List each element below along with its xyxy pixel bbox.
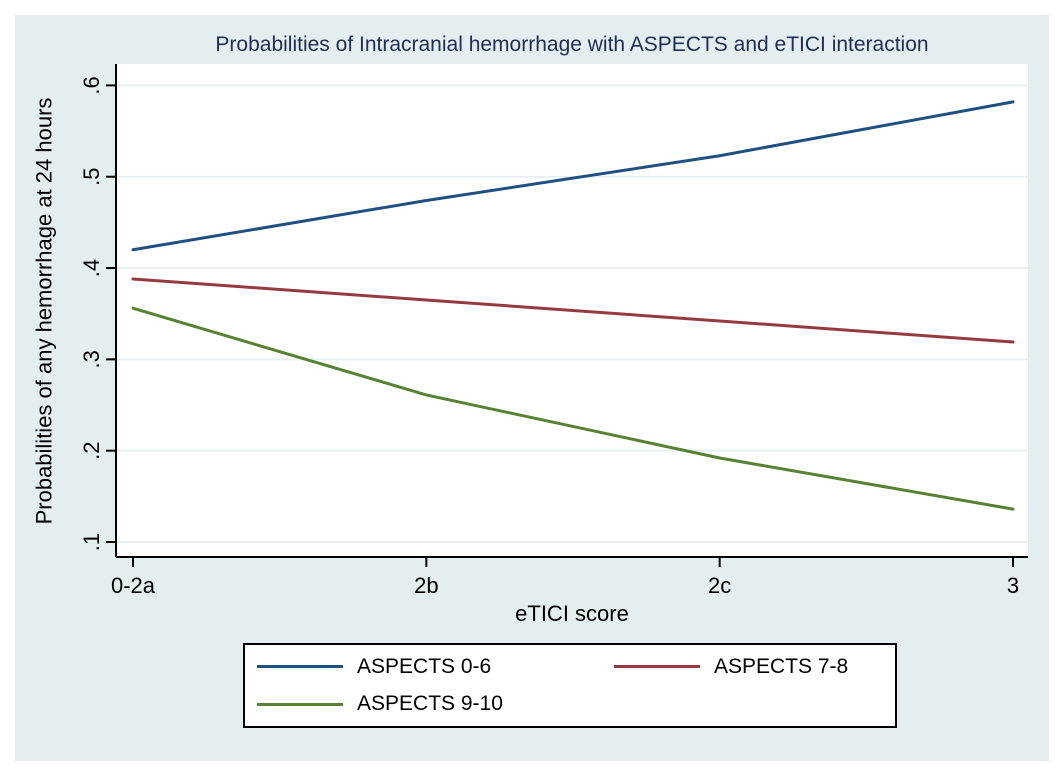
series-line — [131, 306, 1015, 511]
legend-line-sample — [257, 665, 343, 669]
y-axis-title: Probabilities of any hemorrhage at 24 ho… — [31, 97, 56, 524]
legend-entry: ASPECTS 0-6 — [257, 651, 614, 683]
x-tick-label: 3 — [1007, 573, 1019, 598]
legend-label: ASPECTS 9-10 — [357, 692, 503, 716]
y-tick-label: .6 — [79, 76, 104, 94]
legend-line-sample — [257, 702, 343, 706]
y-tick-label: .5 — [79, 168, 104, 186]
y-tick-label: .3 — [79, 350, 104, 368]
y-tick-label: .2 — [79, 442, 104, 460]
legend-entry: ASPECTS 7-8 — [614, 651, 895, 683]
legend: ASPECTS 0-6 ASPECTS 7-8 ASPECTS 9-10 — [243, 643, 897, 728]
y-tick-label: .4 — [79, 259, 104, 277]
legend-entry: ASPECTS 9-10 — [257, 688, 614, 720]
y-tick-label: .1 — [79, 533, 104, 551]
x-tick-label: 2c — [708, 573, 731, 598]
chart-title: Probabilities of Intracranial hemorrhage… — [215, 33, 929, 56]
x-tick-label: 0-2a — [111, 573, 156, 598]
legend-label: ASPECTS 0-6 — [357, 654, 492, 678]
y-axis-title-box: Probabilities of any hemorrhage at 24 ho… — [22, 64, 66, 557]
x-tick-label: 2b — [414, 573, 438, 598]
legend-label: ASPECTS 7-8 — [714, 654, 849, 678]
legend-line-sample — [614, 665, 700, 669]
series-line — [131, 100, 1015, 252]
series-line — [131, 277, 1015, 344]
x-axis-title: eTICI score — [515, 601, 629, 626]
